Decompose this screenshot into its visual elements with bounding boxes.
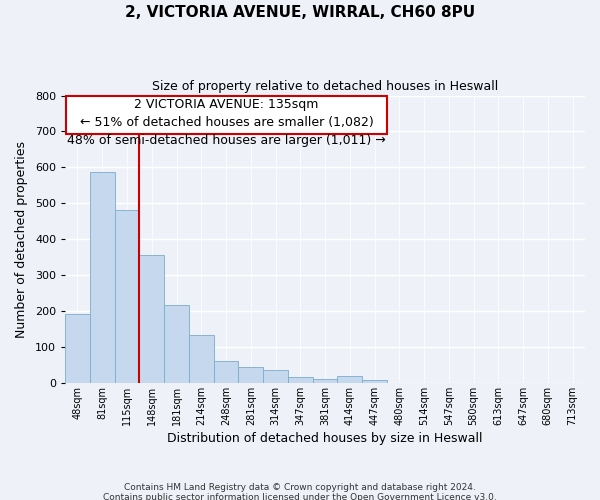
Text: 2 VICTORIA AVENUE: 135sqm
← 51% of detached houses are smaller (1,082)
48% of se: 2 VICTORIA AVENUE: 135sqm ← 51% of detac… <box>67 98 386 148</box>
Bar <box>362 380 387 383</box>
Bar <box>65 314 90 383</box>
Y-axis label: Number of detached properties: Number of detached properties <box>15 140 28 338</box>
FancyBboxPatch shape <box>67 96 387 134</box>
Bar <box>164 305 189 383</box>
Text: Contains public sector information licensed under the Open Government Licence v3: Contains public sector information licen… <box>103 493 497 500</box>
X-axis label: Distribution of detached houses by size in Heswall: Distribution of detached houses by size … <box>167 432 483 445</box>
Bar <box>313 379 337 383</box>
Title: Size of property relative to detached houses in Heswall: Size of property relative to detached ho… <box>152 80 498 93</box>
Bar <box>337 376 362 383</box>
Text: 2, VICTORIA AVENUE, WIRRAL, CH60 8PU: 2, VICTORIA AVENUE, WIRRAL, CH60 8PU <box>125 5 475 20</box>
Bar <box>115 210 139 383</box>
Bar <box>288 377 313 383</box>
Bar <box>90 172 115 383</box>
Bar <box>189 335 214 383</box>
Bar <box>214 361 238 383</box>
Text: Contains HM Land Registry data © Crown copyright and database right 2024.: Contains HM Land Registry data © Crown c… <box>124 483 476 492</box>
Bar <box>139 256 164 383</box>
Bar <box>238 367 263 383</box>
Bar <box>263 370 288 383</box>
